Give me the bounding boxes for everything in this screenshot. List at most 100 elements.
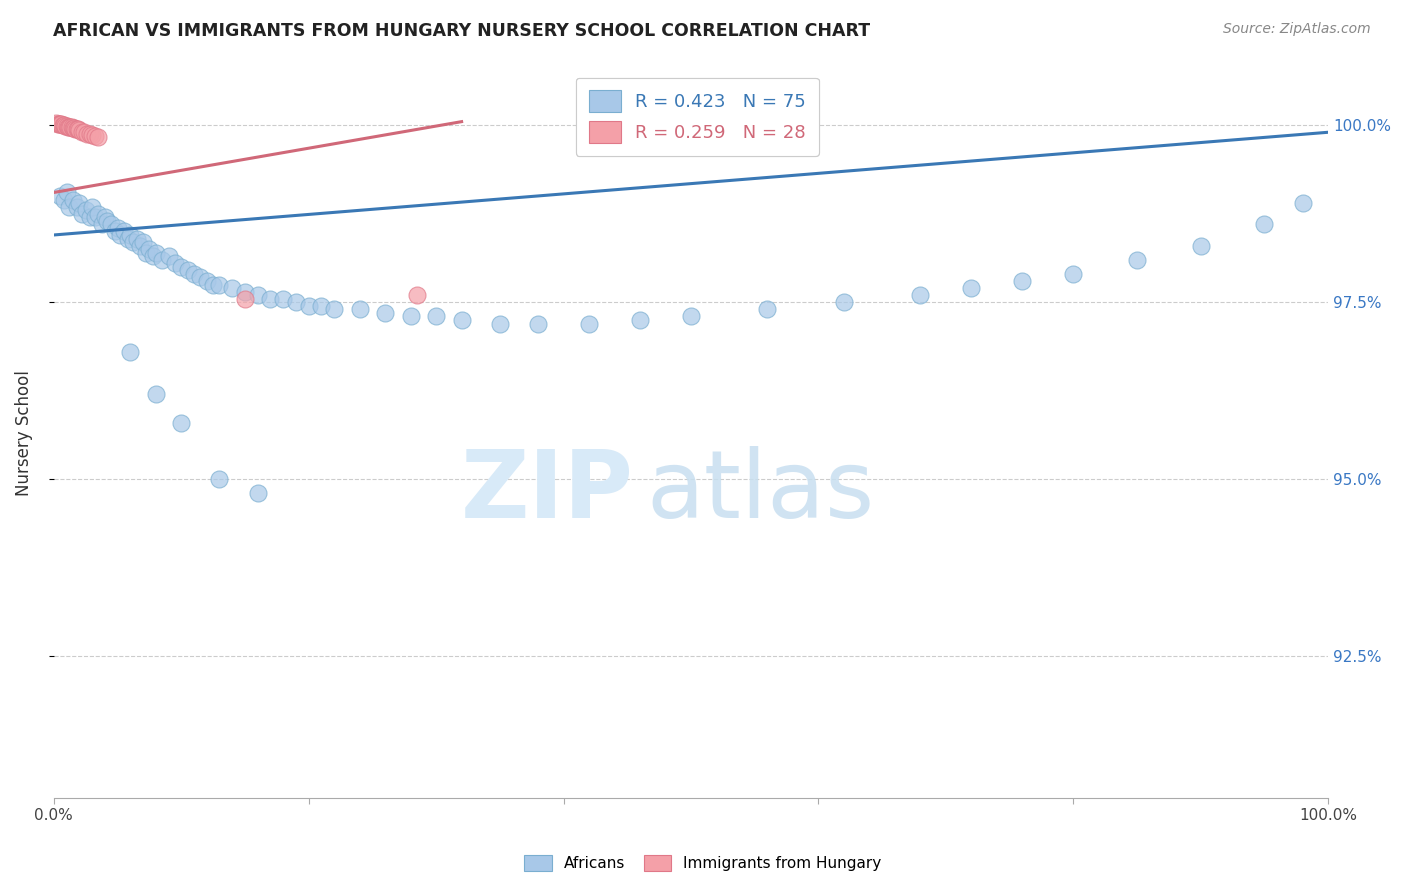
Point [129, 238, 152, 252]
Y-axis label: Nursery School: Nursery School [15, 370, 32, 496]
Point [259, 292, 281, 306]
Text: AFRICAN VS IMMIGRANTS FROM HUNGARY NURSERY SCHOOL CORRELATION CHART: AFRICAN VS IMMIGRANTS FROM HUNGARY NURSE… [53, 22, 870, 40]
Point [70, 207, 93, 221]
Point [96, 214, 118, 228]
Point [55, 119, 77, 133]
Point [163, 256, 186, 270]
Point [60, 120, 83, 135]
Point [91, 218, 114, 232]
Point [1291, 196, 1313, 211]
Point [246, 486, 269, 500]
Text: atlas: atlas [647, 446, 875, 538]
Point [145, 245, 167, 260]
Point [79, 211, 101, 225]
Point [406, 288, 429, 302]
Point [73, 125, 96, 139]
Point [83, 128, 105, 143]
Point [58, 200, 80, 214]
Point [195, 274, 218, 288]
Point [1126, 252, 1149, 267]
Text: Source: ZipAtlas.com: Source: ZipAtlas.com [1223, 22, 1371, 37]
Point [233, 285, 256, 299]
Point [374, 306, 396, 320]
Point [1189, 238, 1212, 252]
Point [112, 224, 135, 238]
Point [489, 317, 512, 331]
Point [120, 227, 142, 242]
Point [208, 472, 231, 486]
Point [58, 120, 80, 134]
Point [49, 189, 72, 203]
Point [202, 277, 225, 292]
Point [132, 235, 155, 249]
Point [67, 196, 90, 211]
Point [628, 313, 651, 327]
Point [66, 200, 89, 214]
Point [527, 317, 550, 331]
Point [51, 118, 73, 132]
Point [80, 128, 103, 142]
Point [76, 127, 98, 141]
Legend: R = 0.423   N = 75, R = 0.259   N = 28: R = 0.423 N = 75, R = 0.259 N = 28 [576, 78, 818, 156]
Point [756, 302, 779, 317]
Point [107, 220, 129, 235]
Point [578, 317, 600, 331]
Point [208, 277, 231, 292]
Point [145, 387, 167, 401]
Point [1062, 267, 1084, 281]
Point [52, 118, 75, 132]
Point [190, 270, 212, 285]
Point [62, 121, 84, 136]
Point [679, 310, 702, 324]
Point [104, 224, 127, 238]
Point [56, 120, 79, 134]
Point [150, 252, 173, 267]
Point [135, 245, 157, 260]
Point [233, 292, 256, 306]
Point [311, 299, 333, 313]
Point [138, 242, 160, 256]
Point [120, 344, 142, 359]
Point [70, 124, 93, 138]
Point [399, 310, 422, 324]
Point [284, 295, 307, 310]
Point [87, 207, 110, 221]
Point [66, 121, 89, 136]
Point [323, 302, 346, 317]
Point [49, 118, 72, 132]
Point [117, 231, 139, 245]
Point [83, 211, 105, 225]
Point [183, 267, 205, 281]
Point [53, 118, 76, 132]
Point [425, 310, 447, 324]
Point [75, 203, 97, 218]
Point [63, 121, 86, 136]
Point [832, 295, 855, 310]
Point [960, 281, 983, 295]
Legend: Africans, Immigrants from Hungary: Africans, Immigrants from Hungary [519, 849, 887, 877]
Point [221, 281, 243, 295]
Point [298, 299, 321, 313]
Point [67, 123, 90, 137]
Point [108, 227, 131, 242]
Point [59, 120, 82, 135]
Point [349, 302, 371, 317]
Point [125, 231, 148, 245]
Point [176, 263, 198, 277]
Point [55, 186, 77, 200]
Point [45, 116, 67, 130]
Point [87, 130, 110, 145]
Point [157, 249, 180, 263]
Point [170, 260, 193, 274]
Point [79, 128, 101, 142]
Point [53, 193, 76, 207]
Point [1253, 218, 1275, 232]
Point [1011, 274, 1033, 288]
Point [170, 416, 193, 430]
Point [62, 193, 84, 207]
Point [142, 249, 165, 263]
Point [271, 292, 294, 306]
Point [94, 211, 117, 225]
Point [46, 117, 69, 131]
Point [910, 288, 932, 302]
